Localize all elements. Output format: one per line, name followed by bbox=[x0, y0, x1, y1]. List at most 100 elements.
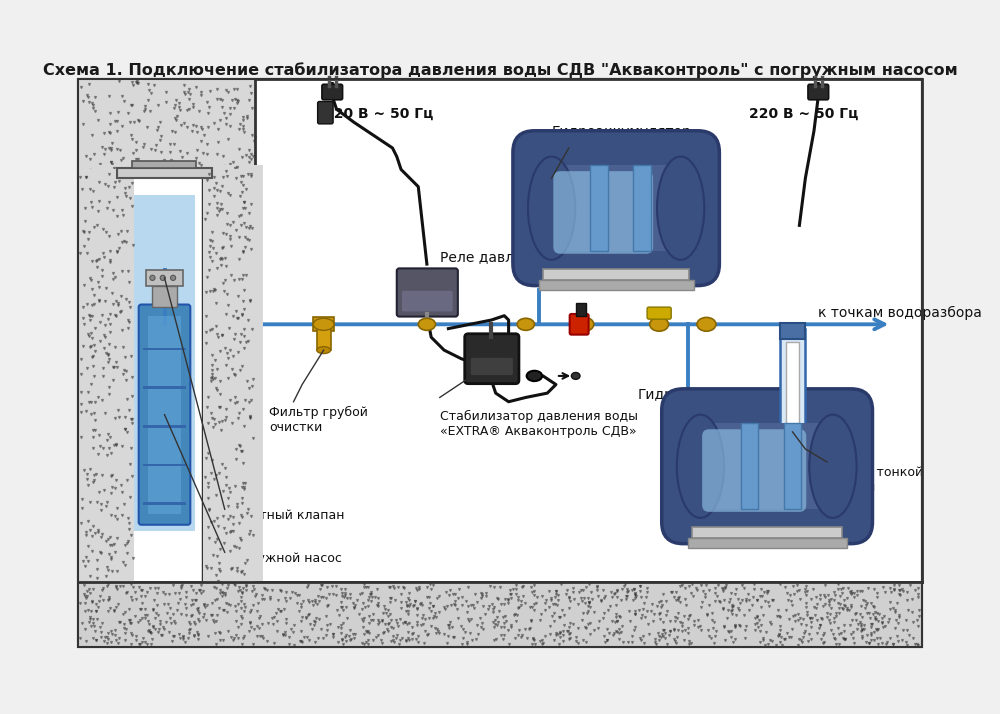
Point bbox=[291, 589, 307, 600]
Point bbox=[762, 608, 778, 619]
Point bbox=[242, 410, 258, 421]
Point bbox=[85, 361, 101, 372]
Point bbox=[396, 582, 412, 593]
Point bbox=[826, 586, 842, 598]
Point bbox=[147, 426, 163, 437]
Point bbox=[218, 426, 234, 438]
Point bbox=[416, 623, 432, 635]
Point bbox=[80, 227, 96, 238]
Point bbox=[80, 553, 96, 564]
Point bbox=[718, 605, 734, 617]
Point bbox=[882, 596, 898, 608]
Point bbox=[188, 588, 204, 599]
Point bbox=[678, 624, 694, 635]
Point bbox=[94, 229, 110, 241]
Point bbox=[694, 591, 710, 603]
Point bbox=[81, 616, 97, 628]
Point bbox=[335, 638, 351, 650]
Point bbox=[108, 296, 124, 307]
Point bbox=[210, 520, 226, 531]
Point bbox=[124, 471, 140, 482]
Point bbox=[704, 607, 720, 618]
Point bbox=[74, 483, 90, 495]
Bar bbox=[203, 165, 263, 583]
Point bbox=[122, 338, 138, 350]
Point bbox=[639, 582, 655, 593]
Point bbox=[889, 630, 905, 642]
Point bbox=[877, 586, 893, 598]
Point bbox=[236, 126, 252, 138]
Point bbox=[187, 637, 203, 648]
Point bbox=[395, 618, 411, 629]
Point bbox=[899, 595, 915, 606]
Point bbox=[700, 625, 716, 636]
Point bbox=[233, 610, 249, 622]
Point bbox=[78, 562, 94, 573]
Point bbox=[186, 613, 202, 625]
Point bbox=[102, 476, 118, 487]
Point bbox=[906, 628, 922, 639]
Point bbox=[90, 205, 106, 216]
Point bbox=[808, 592, 824, 603]
Point bbox=[89, 447, 105, 458]
Point bbox=[205, 428, 221, 440]
Point bbox=[554, 605, 570, 616]
Point bbox=[760, 585, 776, 597]
Point bbox=[393, 596, 409, 608]
Point bbox=[639, 583, 655, 594]
Point bbox=[158, 617, 174, 628]
Point bbox=[517, 598, 533, 609]
Point bbox=[858, 586, 874, 598]
Point bbox=[593, 588, 609, 600]
Point bbox=[172, 633, 188, 644]
Point bbox=[427, 623, 443, 634]
Point bbox=[695, 634, 711, 645]
Point bbox=[81, 226, 97, 238]
Point bbox=[215, 310, 231, 321]
Point bbox=[847, 599, 863, 610]
Point bbox=[241, 233, 257, 245]
Point bbox=[171, 301, 187, 313]
Point bbox=[606, 616, 622, 628]
Point bbox=[227, 580, 243, 591]
Point bbox=[546, 607, 562, 618]
Point bbox=[210, 527, 226, 538]
Point bbox=[747, 624, 763, 635]
Point bbox=[677, 624, 693, 635]
Point bbox=[883, 586, 899, 598]
Point bbox=[595, 603, 611, 615]
Point bbox=[843, 628, 859, 640]
Point bbox=[534, 590, 550, 602]
Point bbox=[488, 621, 504, 633]
Point bbox=[103, 487, 119, 498]
Point bbox=[456, 580, 472, 591]
Point bbox=[526, 598, 542, 610]
Point bbox=[804, 636, 820, 648]
Point bbox=[177, 493, 193, 504]
Point bbox=[200, 521, 216, 533]
Point bbox=[228, 248, 244, 260]
Point bbox=[168, 94, 184, 105]
Point bbox=[674, 588, 690, 600]
Point bbox=[85, 513, 101, 525]
Point bbox=[365, 614, 381, 625]
Point bbox=[309, 585, 325, 597]
Point bbox=[278, 620, 294, 632]
Point bbox=[385, 588, 401, 599]
Point bbox=[114, 359, 130, 371]
Point bbox=[495, 609, 511, 620]
Point bbox=[95, 416, 111, 428]
Point bbox=[811, 579, 827, 590]
Point bbox=[878, 639, 894, 650]
Point bbox=[220, 304, 236, 316]
Point bbox=[211, 390, 227, 401]
Point bbox=[880, 607, 896, 618]
Point bbox=[110, 299, 126, 311]
Point bbox=[239, 313, 255, 325]
Point bbox=[198, 338, 214, 349]
Point bbox=[124, 561, 140, 573]
Point bbox=[823, 625, 839, 636]
Point bbox=[227, 453, 243, 465]
Point bbox=[209, 388, 225, 400]
Point bbox=[724, 600, 740, 611]
